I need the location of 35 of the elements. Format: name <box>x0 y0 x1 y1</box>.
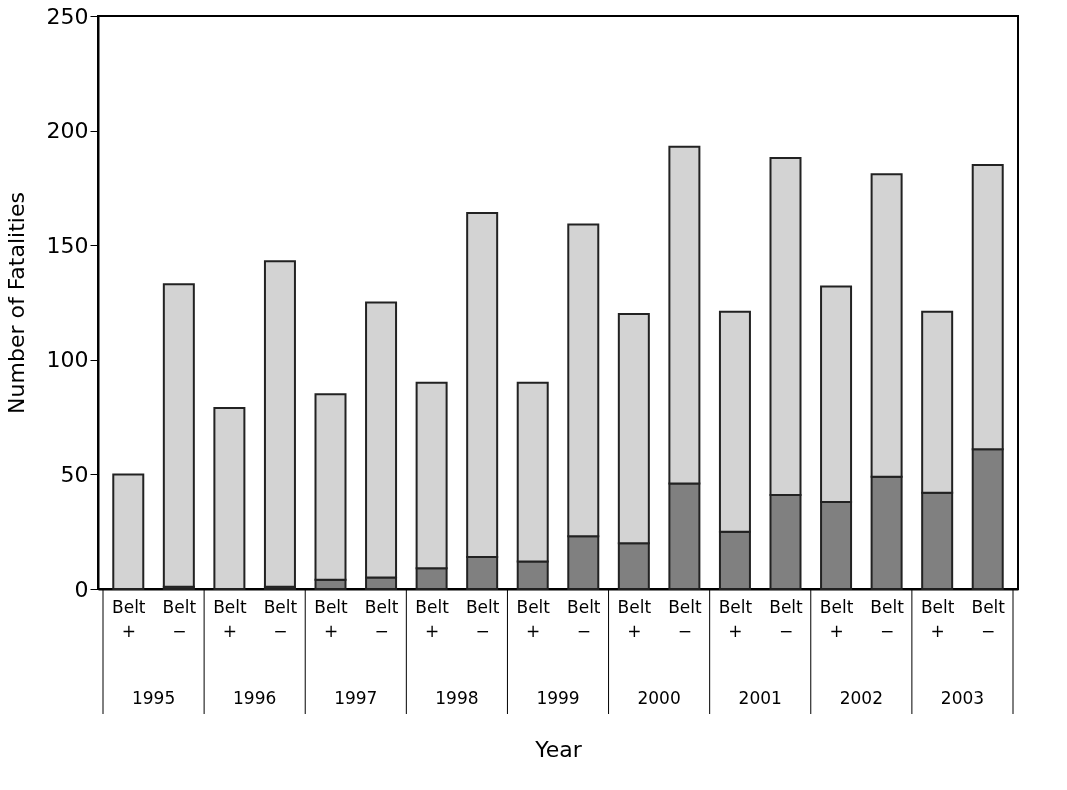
text: 1999 <box>536 688 580 708</box>
x-tick-label: Belt + <box>718 596 753 641</box>
text: 1998 <box>435 688 479 708</box>
text: 1996 <box>233 688 277 708</box>
text: 2003 <box>940 688 985 708</box>
x-tick-label: Belt − <box>870 596 905 641</box>
y-tick-label: 0 <box>74 576 89 602</box>
y-tick-label: 200 <box>46 118 89 144</box>
x-tick-label: Belt + <box>819 596 854 641</box>
x-axis-title: Year <box>534 736 583 762</box>
text: 2000 <box>637 688 681 708</box>
x-tick-label: Belt − <box>567 596 601 641</box>
y-tick-label: 250 <box>46 3 89 29</box>
y-tick-label: 100 <box>46 347 89 373</box>
y-tick-label: 50 <box>60 461 89 487</box>
x-tick-label: Belt + <box>920 596 955 641</box>
x-tick-label: Belt + <box>516 596 551 641</box>
x-tick-label: Belt − <box>465 596 500 641</box>
x-tick-label: Belt + <box>213 596 247 641</box>
text: 1997 <box>334 688 378 708</box>
y-axis-title: Number of Fatalities <box>3 192 29 414</box>
x-tick-label: Belt + <box>415 596 450 641</box>
y-tick-label: 150 <box>46 232 89 258</box>
x-tick-label: Belt − <box>263 596 298 641</box>
x-tick-label: Belt + <box>617 596 652 641</box>
text: 1995 <box>131 688 176 708</box>
x-tick-label: Belt − <box>971 596 1006 641</box>
text: 2001 <box>738 688 782 708</box>
x-tick-label: Belt − <box>769 596 804 641</box>
x-tick-label: Belt + <box>314 596 349 641</box>
x-tick-label: Belt − <box>668 596 702 641</box>
x-tick-label: Belt − <box>364 596 399 641</box>
x-tick-label: Belt − <box>162 596 197 641</box>
text: 2002 <box>839 688 883 708</box>
x-tick-label: Belt + <box>112 596 146 641</box>
